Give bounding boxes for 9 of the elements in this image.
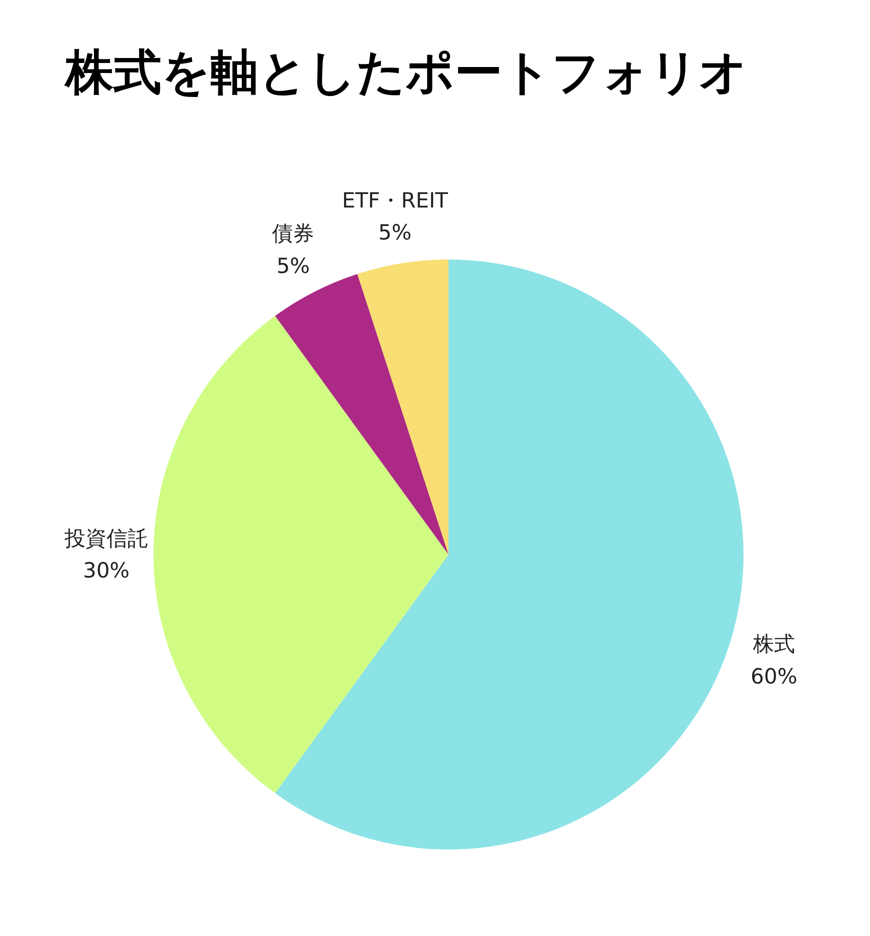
slice-label: 株式 bbox=[752, 632, 795, 656]
data-label: 5% bbox=[378, 220, 412, 245]
data-label: 60% bbox=[750, 664, 798, 688]
data-label: 5% bbox=[276, 254, 310, 278]
slice-label: 債券 bbox=[272, 221, 314, 246]
data-label: 30% bbox=[82, 558, 130, 583]
chart-title: 株式を軸としたポートフォリオ bbox=[64, 44, 748, 100]
slice-label: ETF・REIT bbox=[342, 188, 448, 212]
slice-label: 投資信託 bbox=[63, 526, 148, 550]
